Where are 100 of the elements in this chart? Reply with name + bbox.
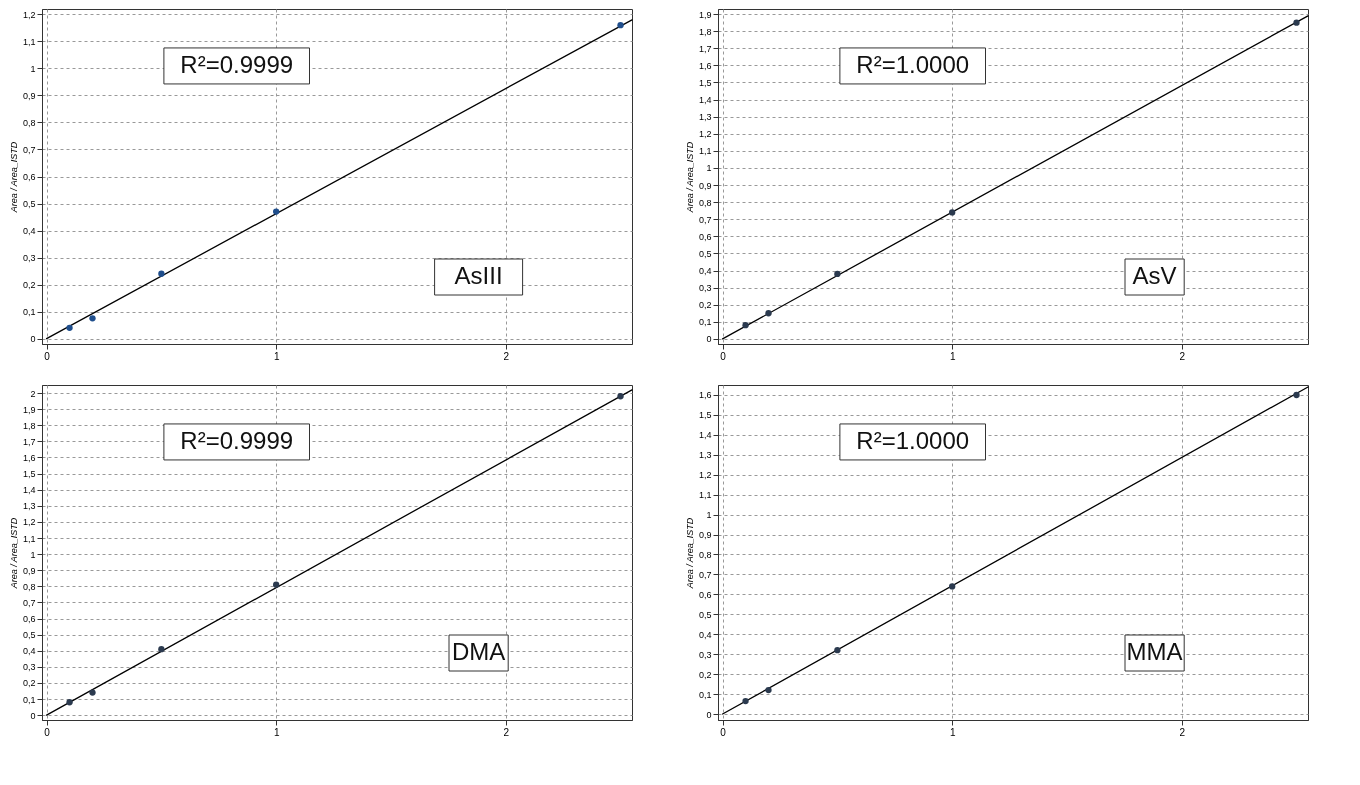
- point: [273, 581, 280, 588]
- y-tick-label: 0,8: [22, 117, 36, 128]
- y-tick-label: 0,1: [698, 317, 712, 328]
- y-tick-label: 0,1: [22, 694, 36, 705]
- y-tick-label: 1,4: [22, 485, 36, 496]
- point: [765, 686, 772, 694]
- y-tick-label: 1,1: [698, 146, 712, 157]
- point: [66, 324, 73, 331]
- point: [273, 208, 280, 215]
- y-tick-label: 1,1: [698, 490, 712, 501]
- point: [1293, 391, 1300, 399]
- y-tick-label: 0,9: [698, 530, 712, 541]
- y-axis-title: Area / Area_ISTD: [8, 141, 19, 214]
- y-axis-title: Area / Area_ISTD: [684, 517, 695, 590]
- annotation: R²=0.9999: [180, 50, 294, 78]
- annotation: AsV: [1132, 262, 1177, 289]
- annotation: R²=1.0000: [856, 426, 970, 454]
- annotation: DMA: [451, 638, 506, 665]
- y-tick-label: 1,6: [22, 452, 36, 463]
- y-tick-label: 1,7: [22, 436, 36, 447]
- y-tick-label: 0,1: [698, 689, 712, 700]
- point: [1293, 19, 1300, 26]
- point: [834, 647, 841, 654]
- y-tick-label: 0,8: [22, 581, 36, 592]
- y-tick-label: 0,2: [698, 669, 712, 680]
- y-tick-label: 0,7: [698, 214, 712, 225]
- y-tick-label: 0: [706, 709, 712, 720]
- point: [949, 209, 956, 216]
- x-tick-label: 0: [720, 350, 727, 362]
- y-axis-title: Area / Area_ISTD: [684, 141, 695, 214]
- y-tick-label: 1,4: [698, 430, 712, 441]
- y-axis-title: Area / Area_ISTD: [8, 517, 19, 590]
- y-tick-label: 0: [30, 710, 36, 721]
- y-tick-label: 1,6: [698, 390, 712, 401]
- y-tick-label: 1,3: [698, 450, 712, 461]
- y-tick-label: 1,1: [22, 533, 36, 544]
- y-tick-label: 0: [30, 334, 36, 345]
- y-tick-label: 0,6: [698, 589, 712, 600]
- y-tick-label: 1,3: [22, 501, 36, 512]
- x-tick-label: 0: [720, 726, 727, 738]
- y-tick-label: 0,5: [22, 630, 36, 641]
- y-tick-label: 1,8: [698, 26, 712, 37]
- point: [158, 645, 165, 653]
- x-tick-label: 1: [949, 350, 956, 362]
- y-tick-label: 0,3: [698, 283, 712, 294]
- x-tick-label: 2: [503, 726, 510, 738]
- point: [89, 689, 96, 696]
- point: [742, 322, 749, 329]
- y-tick-label: 0,7: [22, 144, 36, 155]
- y-tick-label: 1,5: [22, 469, 36, 480]
- y-tick-label: 1,2: [22, 517, 36, 528]
- y-tick-label: 0,7: [22, 597, 36, 608]
- y-tick-label: 1,5: [698, 410, 712, 421]
- point: [66, 699, 73, 706]
- y-tick-label: 0: [706, 334, 712, 345]
- y-tick-label: 0,4: [698, 629, 712, 640]
- y-tick-label: 1,6: [698, 60, 712, 71]
- y-tick-label: 0,2: [22, 280, 36, 291]
- y-tick-label: 0,3: [698, 649, 712, 660]
- y-tick-label: 0,7: [698, 569, 712, 580]
- annotation: R²=0.9999: [180, 426, 294, 454]
- y-tick-label: 1,5: [698, 77, 712, 88]
- x-tick-label: 2: [1179, 350, 1186, 362]
- y-tick-label: 0,4: [22, 646, 36, 657]
- annotation: MMA: [1126, 638, 1183, 665]
- y-tick-label: 0,9: [22, 565, 36, 576]
- y-tick-label: 0,2: [698, 300, 712, 311]
- point: [617, 393, 624, 400]
- y-tick-label: 1,7: [698, 43, 712, 54]
- y-tick-label: 0,4: [698, 266, 712, 277]
- y-tick-label: 1: [706, 163, 712, 174]
- point: [765, 310, 772, 317]
- y-tick-label: 0,3: [22, 253, 36, 264]
- y-tick-label: 0,6: [698, 231, 712, 242]
- y-tick-label: 0,5: [22, 199, 36, 210]
- point: [158, 270, 165, 277]
- annotation: AsIII: [454, 262, 503, 289]
- y-tick-label: 1,9: [698, 9, 712, 20]
- y-tick-label: 2: [30, 388, 36, 399]
- annotation: R²=1.0000: [856, 50, 970, 78]
- y-tick-label: 1: [30, 549, 36, 560]
- y-tick-label: 0,2: [22, 678, 36, 689]
- point: [949, 583, 956, 590]
- y-tick-label: 0,4: [22, 226, 36, 237]
- y-tick-label: 1,8: [22, 420, 36, 431]
- y-tick-label: 1,2: [698, 129, 712, 140]
- y-tick-label: 0,3: [22, 662, 36, 673]
- x-tick-label: 1: [273, 350, 280, 362]
- x-tick-label: 0: [44, 350, 51, 362]
- y-tick-label: 0,9: [698, 180, 712, 191]
- y-tick-label: 0,9: [22, 90, 36, 101]
- y-tick-label: 0,8: [698, 197, 712, 208]
- point: [617, 22, 624, 29]
- y-tick-label: 1,1: [22, 36, 36, 47]
- x-tick-label: 1: [949, 726, 956, 738]
- y-tick-label: 1: [30, 63, 36, 74]
- y-tick-label: 1,2: [22, 9, 36, 20]
- y-tick-label: 0,6: [22, 172, 36, 182]
- y-tick-label: 0,5: [698, 609, 712, 620]
- y-tick-label: 1,2: [698, 470, 712, 481]
